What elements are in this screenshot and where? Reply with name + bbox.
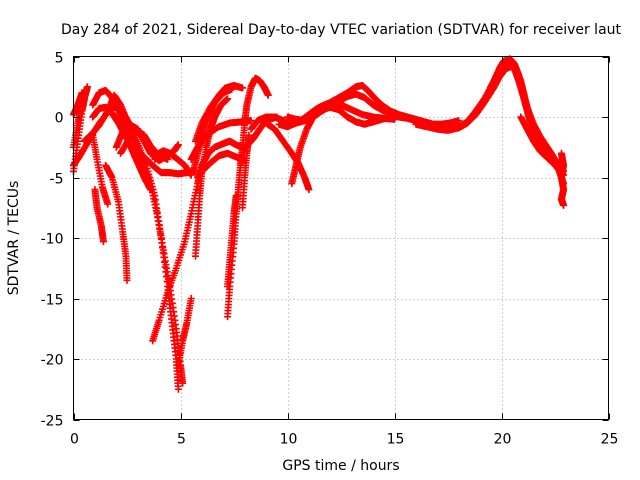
y-tick-label: 5 [55,51,64,67]
data-point [179,379,187,387]
data-point [247,117,255,125]
series-arc24 [239,131,253,212]
data-point [455,117,463,125]
x-tick-label: 5 [177,432,186,448]
data-point [82,86,90,94]
data-point [239,84,247,92]
data-point [164,155,172,163]
data-point [264,91,272,99]
y-tick-label: 0 [55,111,64,127]
y-tick-label: -25 [41,414,64,430]
y-tick-label: -5 [50,172,64,188]
series-arc28 [288,101,398,188]
x-tick-label: 25 [601,432,619,448]
data-point [174,385,182,393]
tick-labels: 0 5 10 15 20 25 -25 -20 -15 -10 -5 0 5 [41,51,619,448]
series-arc8 [91,186,107,246]
series-arc19 [191,82,247,145]
series-arc10 [102,161,131,284]
y-tick-label: -20 [41,353,64,369]
x-tick-label: 10 [280,432,298,448]
y-tick-label: -10 [41,232,64,248]
series-arc16 [174,295,195,369]
data-point [560,201,568,209]
data-points [70,55,568,393]
y-axis-label: SDTVAR / TECUs [6,181,22,296]
x-tick-label: 0 [70,432,79,448]
data-point [174,141,182,149]
data-point [187,171,195,179]
data-point [147,186,155,194]
data-point [138,164,146,172]
axis-ticks [73,56,610,421]
series-arc14 [151,147,195,179]
data-point [104,200,112,208]
series-arc23 [224,192,240,290]
data-point [123,276,131,284]
series-arc34 [557,149,568,209]
x-tick-label: 15 [387,432,405,448]
x-axis-label: GPS time / hours [282,458,399,474]
data-point [78,89,86,97]
series-arc29 [262,119,313,194]
data-point [187,295,195,302]
data-point [99,238,107,246]
data-point [391,115,398,123]
data-point [305,186,313,194]
chart-title: Day 284 of 2021, Sidereal Day-to-day VTE… [61,22,622,38]
x-tick-label: 20 [494,432,512,448]
data-point [83,83,91,91]
data-point [224,95,232,103]
series-arc9 [89,131,112,208]
data-point [245,131,253,139]
y-tick-label: -15 [41,293,64,309]
data-point [232,192,240,200]
series-arc15 [149,113,281,345]
